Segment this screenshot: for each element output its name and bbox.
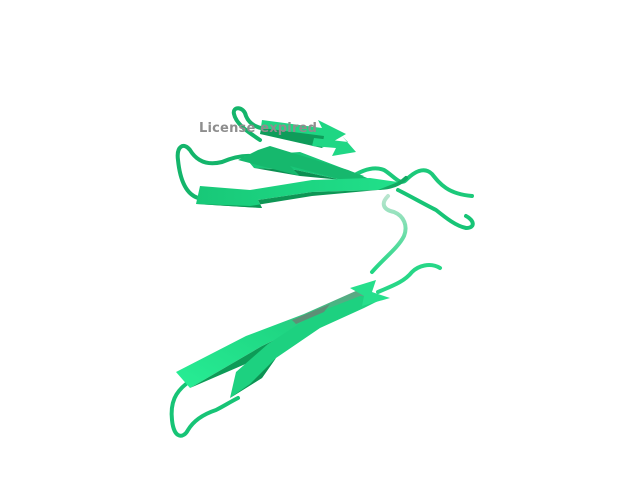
lower-coil xyxy=(169,263,442,438)
license-watermark: License expired xyxy=(199,121,318,136)
lower-beta-hairpin xyxy=(176,280,390,398)
upper-coil xyxy=(175,106,475,274)
upper-beta-sheet xyxy=(196,120,398,208)
